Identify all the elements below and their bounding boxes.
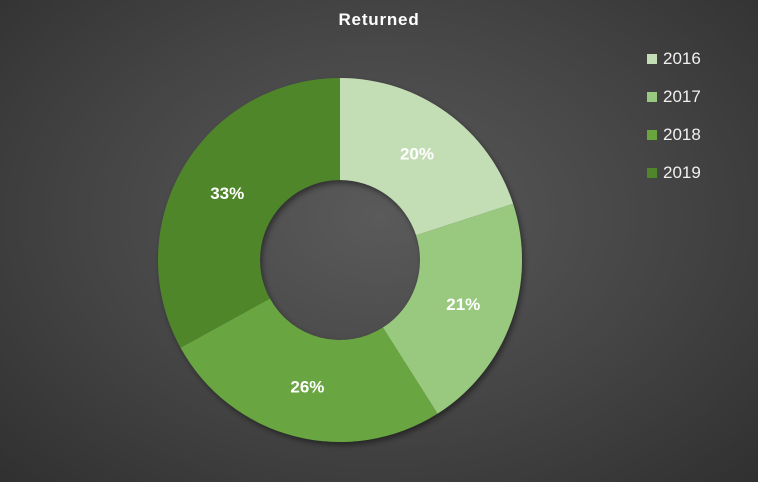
legend-label: 2018 bbox=[663, 125, 701, 144]
donut-slice-2016 bbox=[340, 78, 514, 236]
slice-label-2018: 26% bbox=[290, 377, 324, 396]
donut-slice-2019 bbox=[158, 78, 340, 348]
chart-title: Returned bbox=[338, 10, 420, 29]
legend-label: 2017 bbox=[663, 87, 701, 106]
legend-label: 2016 bbox=[663, 49, 701, 68]
legend-label: 2019 bbox=[663, 163, 701, 182]
legend-swatch bbox=[647, 168, 657, 178]
legend-item-2017: 2017 bbox=[647, 78, 701, 116]
donut-slice-2018 bbox=[180, 298, 438, 443]
legend-swatch bbox=[647, 92, 657, 102]
legend-item-2019: 2019 bbox=[647, 154, 701, 192]
slice-label-2017: 21% bbox=[446, 295, 480, 314]
legend: 2016 2017 2018 2019 bbox=[647, 40, 701, 192]
legend-swatch bbox=[647, 130, 657, 140]
donut-slice-2017 bbox=[382, 203, 522, 414]
slice-label-2016: 20% bbox=[400, 145, 434, 164]
legend-item-2018: 2018 bbox=[647, 116, 701, 154]
slice-label-2019: 33% bbox=[210, 184, 244, 203]
legend-item-2016: 2016 bbox=[647, 40, 701, 78]
legend-swatch bbox=[647, 54, 657, 64]
